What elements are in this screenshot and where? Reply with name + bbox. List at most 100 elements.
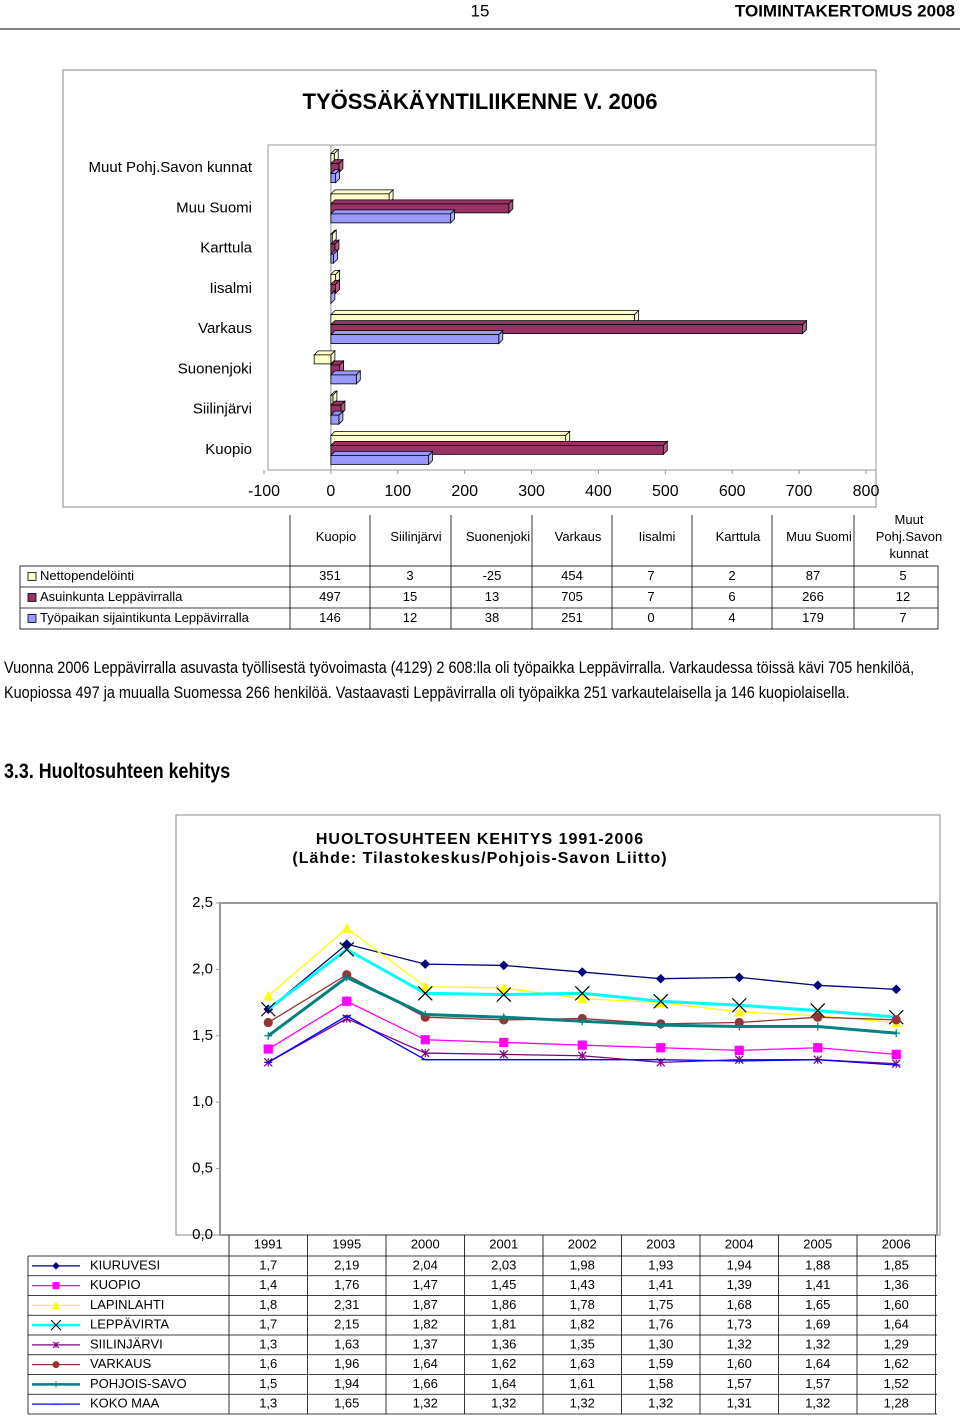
data-point [655, 973, 666, 984]
y-tick-label: 0,0 [192, 1226, 213, 1243]
data-point [417, 985, 433, 1001]
table-cell: 1,7 [259, 1317, 277, 1332]
table-cell: 2,03 [491, 1257, 516, 1272]
table-cell: 1,78 [570, 1297, 595, 1312]
table-cell: 1,8 [259, 1297, 277, 1312]
legend-swatch [27, 593, 37, 602]
page-header-title: TOIMINTAKERTOMUS 2008 [735, 1, 955, 20]
bar [330, 334, 500, 345]
bar [330, 253, 334, 264]
legend-label: Nettopendelöinti [40, 568, 134, 583]
table-cell: 12 [896, 589, 910, 604]
table-header: 2002 [568, 1236, 597, 1251]
table-cell: 1,64 [884, 1317, 909, 1332]
data-point [813, 1043, 823, 1053]
table-header: 2000 [411, 1236, 440, 1251]
table-cell: 1,96 [334, 1356, 359, 1371]
legend-marker [52, 1282, 60, 1290]
y-tick-label: Varkaus [198, 320, 252, 337]
table-header: 1995 [332, 1236, 361, 1251]
table-cell: 1,30 [648, 1336, 673, 1351]
table-cell: 1,76 [648, 1317, 673, 1332]
table-cell: 1,61 [570, 1376, 595, 1391]
y-tick-label: Muut Pohj.Savon kunnat [89, 159, 253, 176]
bar-depth [329, 430, 571, 436]
bar [330, 374, 357, 385]
table-cell: 7 [647, 589, 654, 604]
bar [330, 233, 333, 244]
page-number: 15 [471, 1, 490, 20]
data-point [653, 993, 669, 1009]
table-cell: 1,94 [334, 1376, 359, 1391]
table-cell: 12 [403, 610, 417, 625]
table-cell: 454 [561, 568, 583, 583]
x-tick-label: 200 [451, 483, 478, 500]
data-point [731, 997, 747, 1013]
x-tick-label: -100 [248, 483, 280, 500]
x-tick-label: 300 [518, 483, 545, 500]
table-cell: 1,86 [491, 1297, 516, 1312]
table-header: 2001 [489, 1236, 518, 1251]
data-point [264, 1031, 273, 1040]
bar [330, 173, 336, 184]
table-cell: 1,36 [491, 1336, 516, 1351]
data-point [656, 1021, 665, 1030]
table-cell: 1,88 [805, 1257, 830, 1272]
data-point [263, 1044, 273, 1054]
table-cell: 2,04 [413, 1257, 438, 1272]
y-tick-label: Iisalmi [209, 280, 252, 297]
x-tick-label: 600 [719, 483, 746, 500]
table-cell: 2,15 [334, 1317, 359, 1332]
legend-label: Asuinkunta Leppävirralla [40, 589, 183, 604]
data-point [812, 980, 823, 991]
data-point [656, 1043, 666, 1053]
x-tick-label: 800 [853, 483, 880, 500]
table-cell: 1,57 [727, 1376, 752, 1391]
legend-label: SIILINJÄRVI [90, 1336, 163, 1351]
data-point [891, 1059, 901, 1069]
legend-marker [52, 1341, 60, 1349]
data-point [263, 1017, 273, 1028]
table-cell: 7 [647, 568, 654, 583]
data-point [813, 1012, 823, 1022]
table-cell: 1,82 [570, 1317, 595, 1332]
data-point [420, 1035, 430, 1045]
table-header: 2005 [803, 1236, 832, 1251]
table-cell: 251 [561, 610, 583, 625]
table-cell: 1,3 [259, 1396, 277, 1411]
data-point [498, 982, 509, 993]
table-cell: 2,19 [334, 1257, 359, 1272]
table-cell: 1,63 [570, 1356, 595, 1371]
table-cell: 1,37 [413, 1336, 438, 1351]
table-cell: 1,82 [413, 1317, 438, 1332]
table-cell: 1,6 [259, 1356, 277, 1371]
plot-area [219, 902, 938, 1236]
table-cell: 1,36 [884, 1277, 909, 1292]
table-cell: 1,93 [648, 1257, 673, 1272]
table-cell: 1,28 [884, 1396, 909, 1411]
table-cell: 1,52 [884, 1376, 909, 1391]
table-cell: 1,43 [570, 1277, 595, 1292]
data-point [420, 959, 431, 969]
data-point [577, 993, 588, 1004]
x-tick-label: 700 [786, 483, 813, 500]
y-tick-label: 0,5 [192, 1160, 213, 1177]
data-point [891, 984, 902, 995]
y-tick-label: Karttula [200, 240, 252, 257]
data-point [577, 1051, 587, 1061]
table-cell: 351 [319, 568, 341, 583]
chart-subtitle: (Lähde: Tilastokeskus/Pohjois-Savon Liit… [292, 850, 667, 867]
table-cell: 1,87 [413, 1297, 438, 1312]
table-cell: 3 [406, 568, 413, 583]
table-cell: 1,7 [259, 1257, 277, 1272]
y-tick-label: 1,5 [192, 1027, 213, 1044]
legend-label: KIURUVESI [90, 1257, 160, 1272]
table-cell: 1,32 [491, 1396, 516, 1411]
data-point [734, 1006, 745, 1017]
data-point [263, 990, 274, 1001]
y-tick-label: 2,5 [192, 894, 213, 911]
data-point [813, 1022, 822, 1031]
bar-depth [329, 450, 434, 456]
chart-title: TYÖSSÄKÄYNTILIIKENNE V. 2006 [303, 89, 658, 114]
